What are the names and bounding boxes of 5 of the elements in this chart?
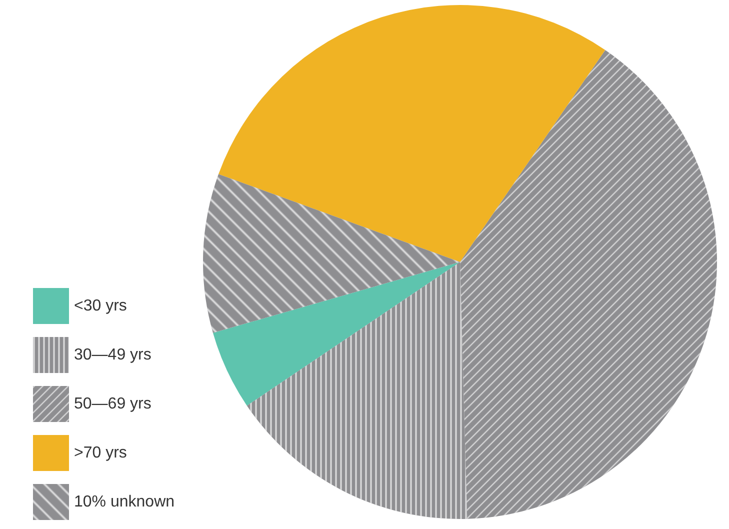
- legend-label: 50—69 yrs: [74, 396, 152, 412]
- legend-label: <30 yrs: [74, 298, 127, 314]
- legend-label: >70 yrs: [74, 444, 127, 462]
- legend-label: 30—49 yrs: [74, 346, 152, 364]
- legend-label: 10% unknown: [74, 494, 175, 510]
